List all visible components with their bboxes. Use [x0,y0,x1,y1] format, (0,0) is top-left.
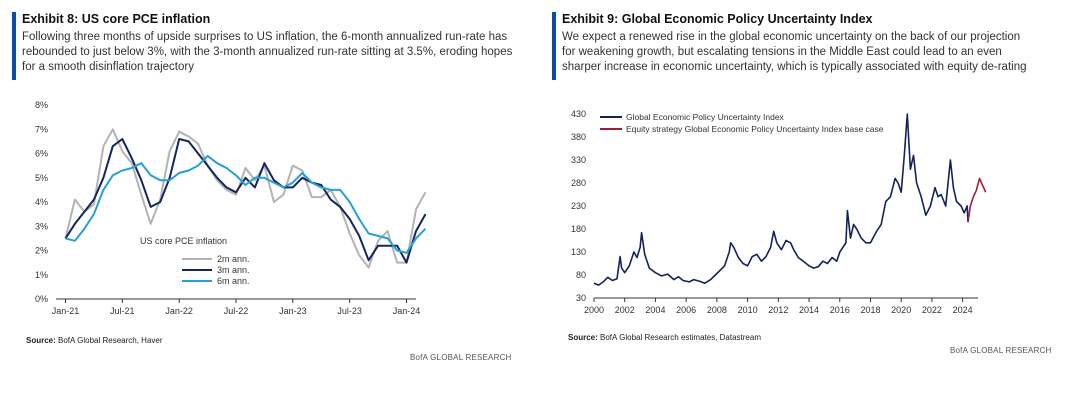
y-tick-label: 6% [35,149,48,159]
y-tick-label: 130 [571,247,586,257]
x-tick-label: Jan-24 [393,306,421,316]
series-line-base-case [967,177,987,223]
x-tick-label: Jul-21 [110,306,135,316]
y-tick-label: 380 [571,132,586,142]
y-tick-label: 3% [35,221,48,231]
y-tick-label: 280 [571,178,586,188]
x-tick-label: 2008 [707,305,727,315]
exhibit-8-title: Exhibit 8: US core PCE inflation [22,12,211,26]
series-line-2m-ann- [64,128,427,269]
policy-uncertainty-chart: 30 80 130 180 230 280 330 380 430 2000 2002 2004 200… [571,109,987,315]
x-tick-label: 2018 [860,305,880,315]
x-tick-label: 2014 [799,305,819,315]
y-tick-label: 330 [571,155,586,165]
x-tick-label: 2020 [891,305,911,315]
legend-label: Equity strategy Global Economic Policy U… [626,124,884,134]
brand-footer: BofA GLOBAL RESEARCH [410,353,512,362]
x-tick-label: Jul-22 [224,306,249,316]
exhibit-8-panel: Exhibit 8: US core PCE inflation Followi… [0,0,530,413]
y-tick-label: 230 [571,201,586,211]
series-line-3m-ann- [64,138,427,264]
exhibit-9-subtitle: We expect a renewed rise in the global e… [562,31,1027,73]
exhibit-8-source: Source: BofA Global Research, Haver [26,336,163,345]
y-tick-label: 0% [35,294,48,304]
x-tick-label: 2004 [645,305,665,315]
y-tick-label: 2% [35,246,48,256]
x-tick-label: 2002 [615,305,635,315]
x-tick-label: 2022 [922,305,942,315]
legend-title: US core PCE inflation [140,236,227,246]
x-tick-label: Jul-23 [337,306,362,316]
y-tick-label: 4% [35,197,48,207]
x-tick-label: 2024 [953,305,973,315]
x-tick-label: 2010 [738,305,758,315]
us-core-pce-chart: 0% 1% 2% 3% 4% 5% 6% 7% 8% Jan-21 Jul-21 Jan-22 Jul-… [35,100,427,316]
exhibit-9-title: Exhibit 9: Global Economic Policy Uncert… [562,12,873,26]
x-tick-label: Jan-21 [52,306,80,316]
y-tick-label: 5% [35,173,48,183]
x-tick-label: 2006 [676,305,696,315]
y-tick-label: 430 [571,109,586,119]
y-tick-label: 8% [35,100,48,110]
legend-label: 6m ann. [217,276,250,286]
brand-footer: BofA GLOBAL RESEARCH [950,346,1052,355]
y-tick-label: 1% [35,270,48,280]
series-line-6m-ann- [65,154,427,254]
exhibit-8-subtitle: Following three months of upside surpris… [22,31,513,73]
x-tick-label: 2012 [768,305,788,315]
source-label: Source: [26,336,56,345]
y-tick-label: 80 [576,270,586,280]
accent-bar [12,12,16,80]
source-text: BofA Global Research estimates, Datastre… [597,333,761,342]
series-line-epu-index [593,113,969,286]
legend-label: 2m ann. [217,254,250,264]
exhibit-9-panel: Exhibit 9: Global Economic Policy Uncert… [548,0,1073,413]
y-tick-label: 7% [35,124,48,134]
accent-bar [552,12,556,80]
y-tick-label: 30 [576,293,586,303]
x-tick-label: 2016 [830,305,850,315]
y-tick-label: 180 [571,224,586,234]
x-tick-label: 2000 [584,305,604,315]
legend-label: 3m ann. [217,265,250,275]
source-text: BofA Global Research, Haver [55,336,163,345]
source-label: Source: [568,333,598,342]
x-tick-label: Jan-23 [279,306,307,316]
exhibit-9-source: Source: BofA Global Research estimates, … [568,333,761,342]
x-tick-label: Jan-22 [165,306,193,316]
legend-label: Global Economic Policy Uncertainty Index [626,112,785,122]
